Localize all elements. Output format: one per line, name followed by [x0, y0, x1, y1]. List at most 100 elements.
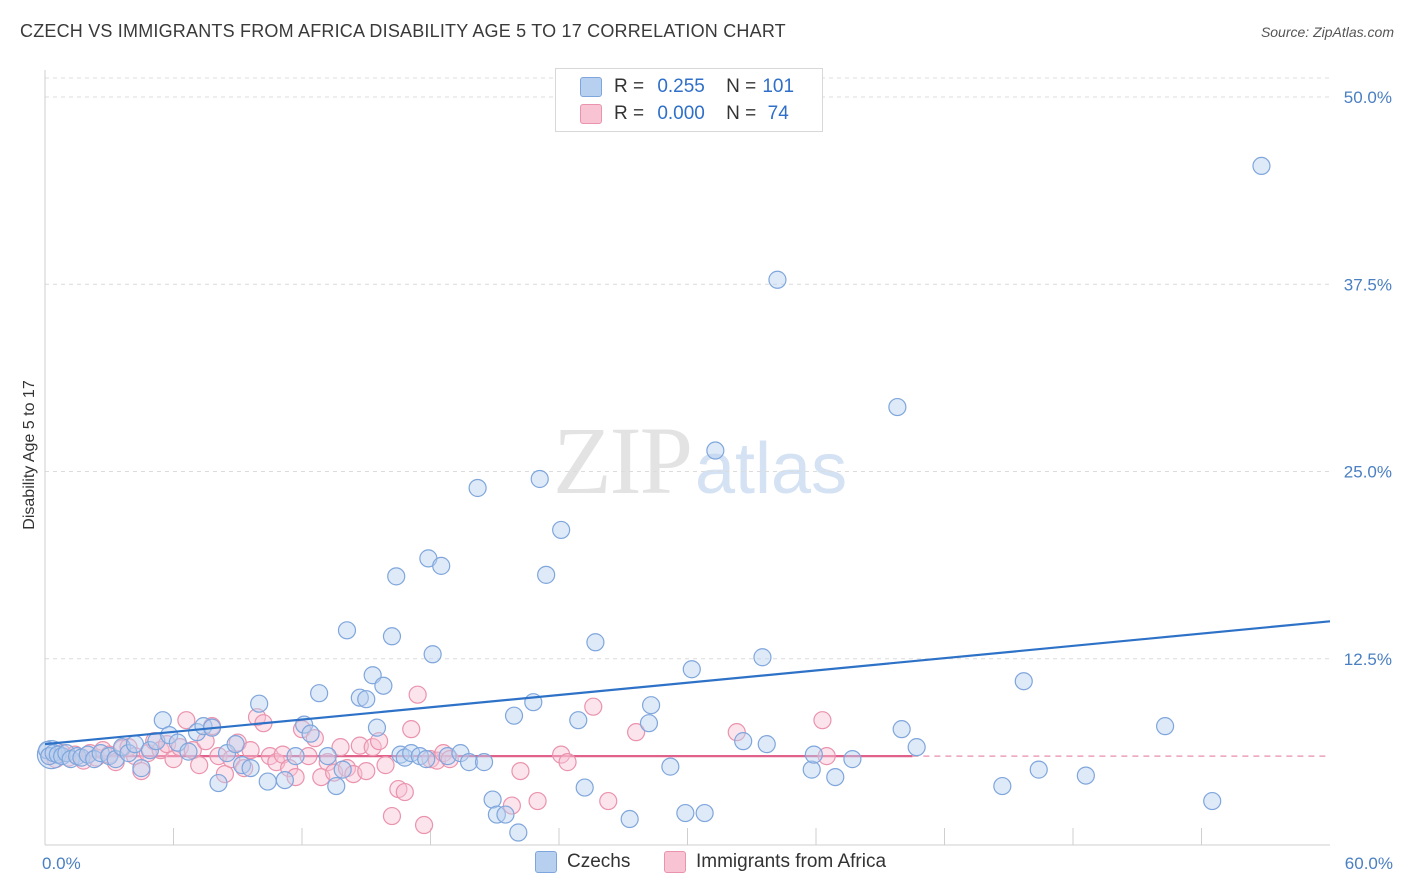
data-point-czechs: [586, 633, 605, 652]
data-point-africa: [331, 738, 350, 757]
data-point-czechs: [753, 648, 772, 667]
data-point-czechs: [892, 720, 911, 739]
gridlines: [45, 77, 1330, 660]
data-point-africa: [558, 753, 577, 772]
data-point-czechs: [757, 735, 776, 754]
data-point-czechs: [226, 735, 245, 754]
legend-n-label: N =: [726, 76, 757, 97]
data-point-africa: [599, 791, 618, 811]
data-point-czechs: [907, 738, 926, 757]
data-point-czechs: [802, 760, 821, 779]
data-point-africa: [626, 723, 646, 742]
data-point-czechs: [250, 694, 269, 713]
data-point-czechs: [241, 759, 260, 778]
data-point-africa: [813, 711, 832, 730]
data-point-africa: [382, 806, 402, 826]
data-point-czechs: [639, 714, 659, 733]
legend-r-label: R =: [614, 103, 645, 124]
data-point-czechs: [474, 753, 494, 772]
data-point-africa: [414, 815, 434, 835]
x-tick-label: 60.0%: [1345, 854, 1393, 873]
data-point-africa: [402, 720, 421, 739]
legend-n-label: N =: [726, 103, 757, 124]
data-point-czechs: [826, 767, 845, 787]
data-point-czechs: [153, 711, 172, 730]
data-point-czechs: [993, 776, 1012, 796]
data-point-africa: [552, 745, 571, 764]
data-point-africa: [235, 759, 254, 778]
watermark: ZIPatlas: [553, 405, 847, 516]
data-point-czechs: [132, 759, 151, 778]
data-point-czechs: [337, 621, 357, 640]
data-point-czechs: [509, 823, 528, 842]
data-point-czechs: [569, 711, 588, 730]
bottom-legend-label-czechs: Czechs: [567, 851, 631, 872]
data-point-czechs: [1155, 717, 1175, 736]
data-point-africa: [440, 750, 459, 769]
data-point-czechs: [382, 627, 402, 646]
data-point-africa: [511, 761, 530, 781]
data-point-czechs: [620, 809, 639, 829]
data-point-czechs: [768, 270, 787, 289]
legend-swatch-czechs: [580, 77, 602, 97]
data-point-czechs: [432, 556, 451, 575]
data-point-czechs: [706, 441, 725, 460]
data-point-czechs: [119, 744, 138, 763]
data-point-czechs: [1203, 791, 1222, 811]
data-point-czechs: [350, 688, 369, 707]
legend-r-value-africa: 0.000: [657, 103, 705, 124]
bottom-legend-label-africa: Immigrants from Africa: [696, 851, 887, 872]
data-point-czechs: [804, 745, 823, 764]
data-point-czechs: [530, 469, 549, 489]
y-tick-label: 37.5%: [1344, 275, 1392, 294]
data-point-czechs: [209, 773, 228, 793]
data-point-czechs: [301, 724, 320, 743]
legend-row-africa: R = 0.000 N = 74: [580, 101, 800, 127]
data-point-africa: [584, 697, 603, 716]
data-point-czechs: [1252, 156, 1271, 176]
data-point-czechs: [843, 750, 862, 769]
data-point-czechs: [496, 805, 515, 824]
data-point-africa: [408, 685, 427, 704]
data-point-africa: [286, 767, 305, 787]
data-point-czechs: [682, 660, 701, 679]
data-point-czechs: [179, 742, 198, 761]
data-point-czechs: [357, 690, 376, 709]
data-point-czechs: [1076, 766, 1095, 785]
chart-title: CZECH VS IMMIGRANTS FROM AFRICA DISABILI…: [20, 21, 786, 41]
data-point-czechs: [327, 776, 346, 796]
data-point-czechs: [417, 750, 436, 769]
data-point-czechs: [387, 567, 406, 586]
data-point-czechs: [275, 770, 294, 790]
watermark-atlas: atlas: [695, 429, 848, 509]
data-point-africa: [395, 782, 414, 802]
bottom-legend-czechs: Czechs: [535, 851, 630, 873]
data-point-africa: [502, 796, 521, 815]
points-africa: [40, 685, 836, 835]
data-point-africa: [370, 732, 389, 751]
data-point-czechs: [468, 478, 487, 498]
chart-source: Source: ZipAtlas.com: [1260, 24, 1394, 40]
data-point-czechs: [318, 747, 337, 766]
legend-n-value-czechs: 101: [762, 76, 795, 97]
data-point-czechs: [575, 778, 594, 797]
data-point-czechs: [504, 706, 524, 725]
data-point-africa: [318, 753, 337, 772]
data-point-czechs: [676, 803, 695, 823]
data-point-africa: [190, 756, 209, 775]
data-point-czechs: [367, 718, 387, 737]
data-point-africa: [299, 747, 318, 766]
legend-r-value-czechs: 0.255: [657, 76, 705, 97]
data-point-czechs: [1014, 672, 1033, 691]
trendline-czechs: [44, 620, 1331, 746]
y-axis-title: Disability Age 5 to 17: [21, 380, 38, 530]
data-point-czechs: [423, 645, 442, 664]
x-tick-label: 0.0%: [42, 854, 81, 873]
data-point-africa: [177, 711, 196, 730]
data-point-czechs: [310, 684, 329, 703]
data-point-czechs: [888, 397, 907, 417]
data-point-czechs: [552, 520, 571, 540]
data-point-africa: [528, 791, 547, 811]
data-point-czechs: [140, 741, 160, 760]
